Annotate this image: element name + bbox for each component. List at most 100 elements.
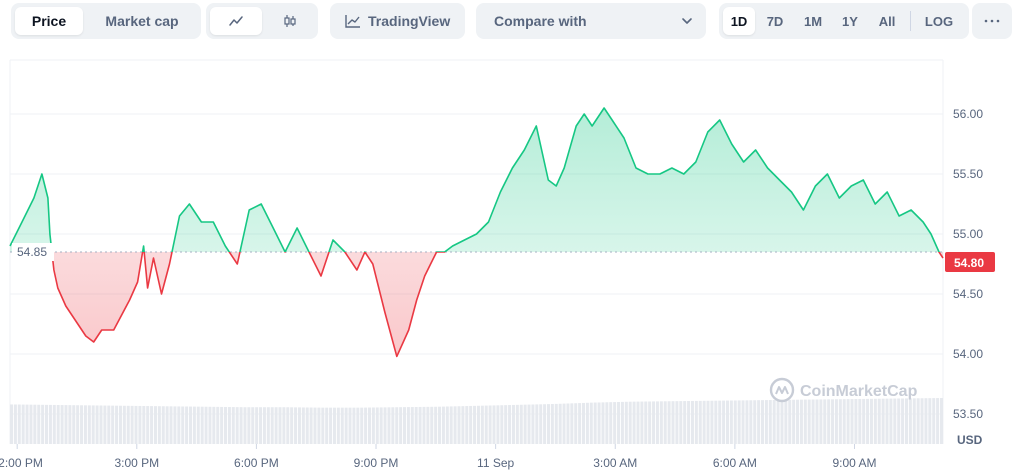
volume-bar bbox=[582, 402, 586, 444]
volume-bar bbox=[624, 401, 628, 444]
volume-bar bbox=[126, 405, 130, 444]
y-tick-label: 56.00 bbox=[953, 107, 983, 121]
x-axis: 12:00 PM 3:00 PM 6:00 PM 9:00 PM 11 Sep 3:00 … bbox=[0, 444, 877, 470]
volume-bar bbox=[45, 404, 49, 444]
volume-bar bbox=[37, 404, 41, 444]
volume-bar bbox=[391, 407, 395, 444]
volume-bar bbox=[916, 398, 920, 444]
more-options-button[interactable] bbox=[972, 3, 1012, 39]
volume-bar bbox=[815, 399, 819, 444]
volume-bar bbox=[17, 404, 21, 444]
volume-bar bbox=[91, 405, 95, 444]
volume-bar bbox=[873, 398, 877, 444]
volume-bar bbox=[161, 406, 165, 444]
volume-bar bbox=[652, 401, 656, 444]
volume-bar bbox=[640, 401, 644, 444]
volume-bar bbox=[663, 401, 667, 444]
timeframe-1m[interactable]: 1M bbox=[803, 13, 823, 29]
volume-bar bbox=[702, 400, 706, 444]
volume-bar bbox=[208, 406, 212, 444]
volume-bar bbox=[687, 401, 691, 444]
volume-bar bbox=[251, 407, 255, 444]
price-labels: 54.85 54.80 bbox=[12, 243, 995, 272]
volume-bar bbox=[473, 405, 477, 444]
volume-bar bbox=[632, 401, 636, 444]
volume-bar bbox=[414, 406, 418, 444]
coinmarketcap-watermark: CoinMarketCap bbox=[769, 377, 918, 403]
volume-bar bbox=[297, 407, 301, 444]
volume-bar bbox=[866, 398, 870, 444]
log-scale-toggle[interactable]: LOG bbox=[924, 13, 954, 29]
volume-bar bbox=[449, 406, 453, 444]
volume-bar bbox=[122, 405, 126, 444]
volume-bar bbox=[675, 401, 679, 444]
market-cap-tab[interactable]: Market cap bbox=[105, 13, 179, 29]
volume-bar bbox=[796, 399, 800, 444]
volume-bar bbox=[309, 407, 313, 444]
volume-bar bbox=[768, 400, 772, 444]
volume-bar bbox=[169, 406, 173, 444]
volume-bar bbox=[718, 400, 722, 444]
volume-bar bbox=[239, 407, 243, 444]
timeframe-all[interactable]: All bbox=[878, 13, 896, 29]
timeframe-7d[interactable]: 7D bbox=[766, 13, 784, 29]
volume-bar bbox=[706, 400, 710, 444]
line-chart-button[interactable] bbox=[210, 7, 262, 35]
volume-bar bbox=[465, 406, 469, 444]
volume-bar bbox=[83, 405, 87, 444]
volume-bar bbox=[733, 400, 737, 444]
volume-bar bbox=[68, 405, 72, 444]
volume-bar bbox=[484, 405, 488, 444]
volume-bar bbox=[508, 405, 512, 444]
compare-with-dropdown[interactable]: Compare with bbox=[476, 3, 706, 39]
volume-bar bbox=[196, 406, 200, 444]
volume-bar bbox=[72, 405, 76, 444]
volume-bar bbox=[838, 399, 842, 444]
volume-bar bbox=[142, 406, 146, 444]
volume-bar bbox=[266, 407, 270, 444]
volume-bar bbox=[593, 402, 597, 444]
volume-bar bbox=[262, 407, 266, 444]
candlestick-chart-button[interactable] bbox=[266, 7, 314, 35]
x-tick-label: 6:00 PM bbox=[234, 456, 279, 470]
volume-bar bbox=[667, 401, 671, 444]
volume-bar bbox=[523, 404, 527, 444]
volume-bar bbox=[757, 400, 761, 444]
volume-bar bbox=[858, 398, 862, 444]
volume-bar bbox=[854, 399, 858, 444]
volume-bar bbox=[749, 400, 753, 444]
price-chart[interactable]: CoinMarketCap 53.5054.0054.5055.0055.505… bbox=[0, 44, 1018, 471]
volume-bar bbox=[819, 399, 823, 444]
y-tick-label: 53.50 bbox=[953, 407, 983, 421]
volume-bar bbox=[29, 404, 33, 444]
volume-bar bbox=[165, 406, 169, 444]
volume-bar bbox=[940, 398, 943, 444]
volume-bar bbox=[589, 402, 593, 444]
volume-bar bbox=[628, 401, 632, 444]
volume-bar bbox=[441, 406, 445, 444]
volume-bar bbox=[893, 398, 897, 444]
volume-bar bbox=[496, 405, 500, 444]
chart-type-toggle bbox=[206, 3, 318, 39]
volume-bar bbox=[410, 407, 414, 444]
candlestick-icon bbox=[284, 15, 296, 27]
volume-bar bbox=[811, 399, 815, 444]
tradingview-button[interactable]: TradingView bbox=[330, 3, 465, 39]
volume-bar bbox=[317, 407, 321, 444]
volume-bar bbox=[617, 401, 621, 444]
compare-with-label: Compare with bbox=[494, 13, 587, 29]
y-tick-label: 55.00 bbox=[953, 227, 983, 241]
volume-bar bbox=[301, 407, 305, 444]
more-horizontal-icon bbox=[984, 19, 1000, 23]
volume-bar bbox=[130, 405, 134, 444]
timeframe-1y[interactable]: 1Y bbox=[842, 13, 858, 29]
volume-bar bbox=[620, 401, 624, 444]
current-price-label: 54.80 bbox=[954, 256, 984, 270]
price-tab[interactable]: Price bbox=[15, 7, 83, 35]
timeframe-1d[interactable]: 1D bbox=[723, 7, 755, 35]
volume-bar bbox=[846, 399, 850, 444]
timeframe-divider bbox=[910, 11, 911, 31]
volume-bar bbox=[936, 398, 940, 444]
volume-bar bbox=[278, 407, 282, 444]
volume-bar bbox=[212, 406, 216, 444]
